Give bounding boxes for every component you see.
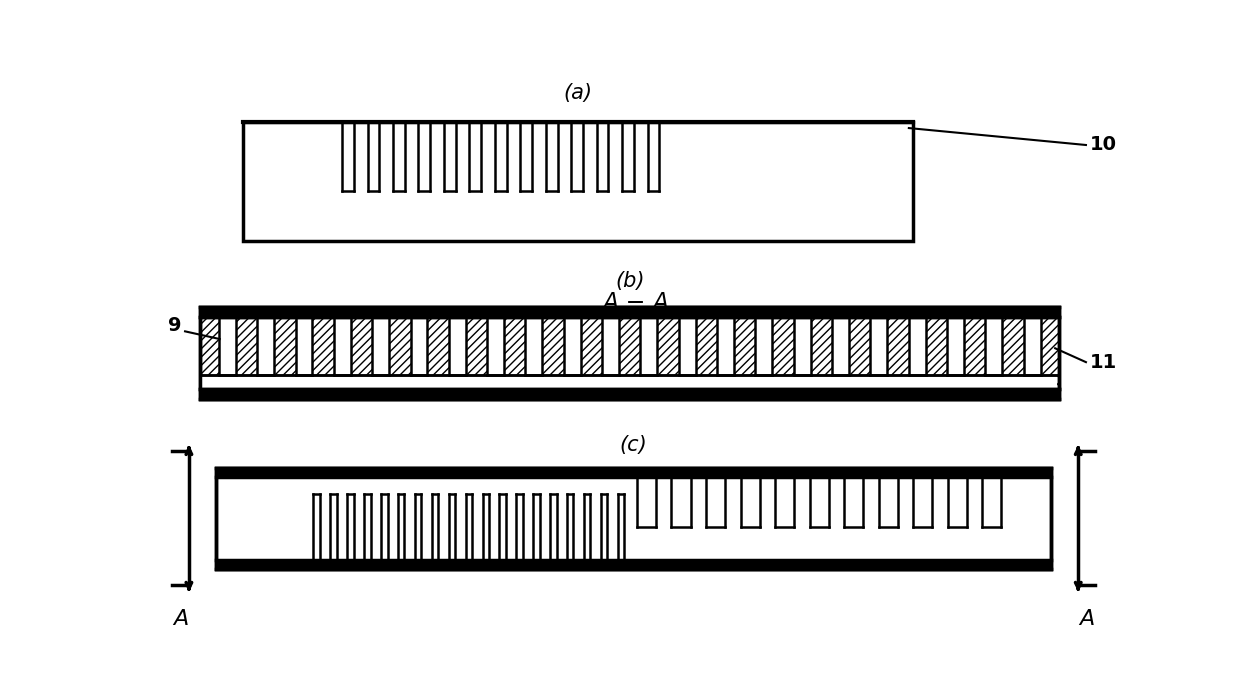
Bar	[832, 317, 849, 375]
Bar	[201, 389, 1059, 399]
Bar	[870, 317, 888, 375]
Bar	[257, 317, 274, 375]
Bar	[794, 317, 811, 375]
Bar	[947, 317, 963, 375]
Bar	[201, 306, 1059, 317]
Bar	[678, 317, 696, 375]
Bar	[717, 317, 734, 375]
Bar	[201, 306, 1059, 399]
Text: 11: 11	[1090, 352, 1117, 372]
Bar	[216, 468, 1052, 477]
Bar	[216, 560, 1052, 569]
Text: A: A	[172, 609, 188, 628]
Text: 10: 10	[1090, 136, 1117, 154]
Bar	[201, 306, 1059, 399]
Text: (b): (b)	[615, 271, 645, 291]
Bar	[909, 317, 925, 375]
Text: A: A	[1079, 609, 1095, 628]
Bar	[216, 468, 1052, 569]
Text: (a): (a)	[563, 83, 593, 103]
Bar	[1024, 317, 1040, 375]
Bar	[640, 317, 657, 375]
Text: A − A: A − A	[601, 291, 670, 315]
Bar	[986, 317, 1002, 375]
Text: (c): (c)	[620, 434, 647, 455]
Bar	[564, 317, 580, 375]
Bar	[295, 317, 312, 375]
Bar	[202, 375, 1058, 389]
Text: 9: 9	[169, 316, 182, 335]
Bar	[603, 317, 619, 375]
Bar	[755, 317, 773, 375]
Bar	[487, 317, 503, 375]
Bar	[243, 122, 913, 241]
Bar	[410, 317, 428, 375]
Bar	[526, 317, 542, 375]
Bar	[334, 317, 351, 375]
Bar	[216, 468, 1052, 569]
Bar	[219, 317, 236, 375]
Bar	[449, 317, 466, 375]
Bar	[372, 317, 389, 375]
